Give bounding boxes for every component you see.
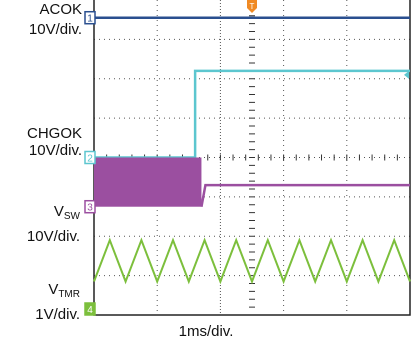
svg-text:4: 4	[87, 305, 93, 316]
trigger-marker: T	[247, 0, 257, 13]
svg-text:3: 3	[87, 203, 93, 214]
channel-1-label: ACOK 10V/div.	[4, 1, 82, 38]
vtmr-subscript: TMR	[58, 289, 80, 300]
vtmr-scale: 1V/div.	[35, 306, 80, 323]
vsw-name: V	[53, 203, 64, 220]
channel-1-marker: 1	[84, 10, 96, 25]
channel-2-marker: 2	[84, 150, 96, 165]
vtmr-name: V	[48, 281, 59, 298]
vsw-subscript: SW	[63, 211, 80, 222]
chgok-scale: 10V/div.	[28, 142, 82, 159]
vtmr-trace	[93, 237, 411, 285]
chgok-trace	[94, 69, 410, 159]
chgok-name: CHGOK	[26, 125, 82, 142]
vsw-scale: 10V/div.	[26, 228, 80, 245]
channel-2-label: CHGOK 10V/div.	[0, 125, 82, 159]
channel-3-marker: 3	[84, 199, 96, 214]
svg-text:T: T	[250, 2, 255, 11]
trigger-level-marker	[404, 70, 409, 79]
vsw-trace	[200, 183, 410, 207]
svg-text:2: 2	[87, 154, 93, 165]
acok-scale: 10V/div.	[28, 21, 82, 38]
vsw-switching-band	[94, 157, 202, 207]
channel-4-marker: 4	[84, 302, 96, 316]
channel-3-label: VSW 10V/div.	[0, 203, 80, 245]
acok-name: ACOK	[39, 1, 82, 18]
channel-4-label: VTMR 1V/div.	[0, 281, 80, 323]
svg-text:1: 1	[87, 14, 93, 25]
time-base-label: 1ms/div.	[178, 323, 234, 340]
